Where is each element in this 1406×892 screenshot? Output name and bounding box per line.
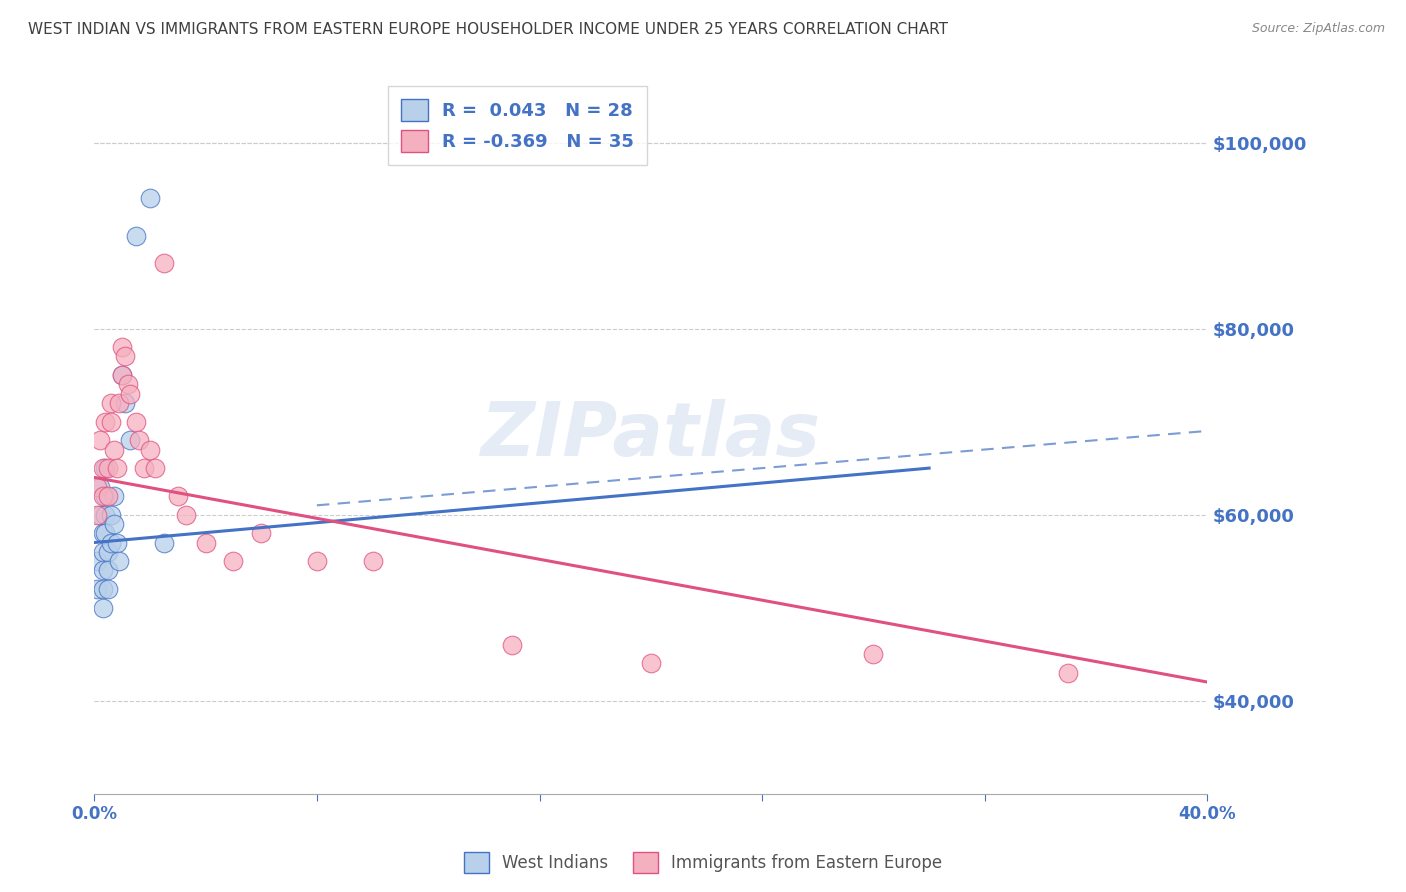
Point (114, 396, 136, 410)
Point (153, 535, 176, 549)
Point (117, 377, 139, 392)
Point (91, 461, 114, 475)
Point (91, 545, 114, 559)
Point (125, 228, 148, 243)
Point (91, 489, 114, 503)
Point (111, 340, 134, 354)
Point (120, 434, 142, 448)
Legend: West Indians, Immigrants from Eastern Europe: West Indians, Immigrants from Eastern Eu… (457, 846, 949, 880)
Point (120, 386, 142, 401)
Point (97, 563, 120, 577)
Point (94, 415, 117, 429)
Point (97, 545, 120, 559)
Point (86, 480, 108, 494)
Point (103, 516, 125, 531)
Point (640, 657, 662, 671)
Point (97, 489, 120, 503)
Point (86, 508, 108, 522)
Text: ZIPatlas: ZIPatlas (481, 399, 821, 472)
Point (89, 434, 111, 448)
Point (100, 508, 122, 522)
Legend: R =  0.043   N = 28, R = -0.369   N = 35: R = 0.043 N = 28, R = -0.369 N = 35 (388, 87, 647, 165)
Point (166, 489, 188, 503)
Point (91, 600, 114, 615)
Point (100, 535, 122, 549)
Point (91, 526, 114, 541)
Point (222, 554, 245, 568)
Point (105, 461, 128, 475)
Point (139, 191, 162, 205)
Point (89, 508, 111, 522)
Point (305, 554, 328, 568)
Point (108, 554, 131, 568)
Point (97, 582, 120, 596)
Point (862, 647, 884, 661)
Point (111, 368, 134, 383)
Point (105, 535, 128, 549)
Point (86, 582, 108, 596)
Point (103, 489, 125, 503)
Point (94, 508, 117, 522)
Point (86, 554, 108, 568)
Point (139, 442, 162, 457)
Point (125, 415, 148, 429)
Point (114, 350, 136, 364)
Point (174, 508, 197, 522)
Point (94, 526, 117, 541)
Point (501, 638, 523, 652)
Point (1057, 665, 1080, 680)
Point (153, 256, 176, 270)
Point (145, 461, 167, 475)
Text: WEST INDIAN VS IMMIGRANTS FROM EASTERN EUROPE HOUSEHOLDER INCOME UNDER 25 YEARS : WEST INDIAN VS IMMIGRANTS FROM EASTERN E… (28, 22, 948, 37)
Point (100, 415, 122, 429)
Point (194, 535, 217, 549)
Point (94, 489, 117, 503)
Point (108, 396, 131, 410)
Point (91, 582, 114, 596)
Point (89, 480, 111, 494)
Text: Source: ZipAtlas.com: Source: ZipAtlas.com (1251, 22, 1385, 36)
Point (111, 368, 134, 383)
Point (97, 461, 120, 475)
Point (100, 396, 122, 410)
Point (250, 526, 273, 541)
Point (134, 461, 156, 475)
Point (91, 563, 114, 577)
Point (128, 434, 150, 448)
Point (94, 461, 117, 475)
Point (103, 442, 125, 457)
Point (361, 554, 384, 568)
